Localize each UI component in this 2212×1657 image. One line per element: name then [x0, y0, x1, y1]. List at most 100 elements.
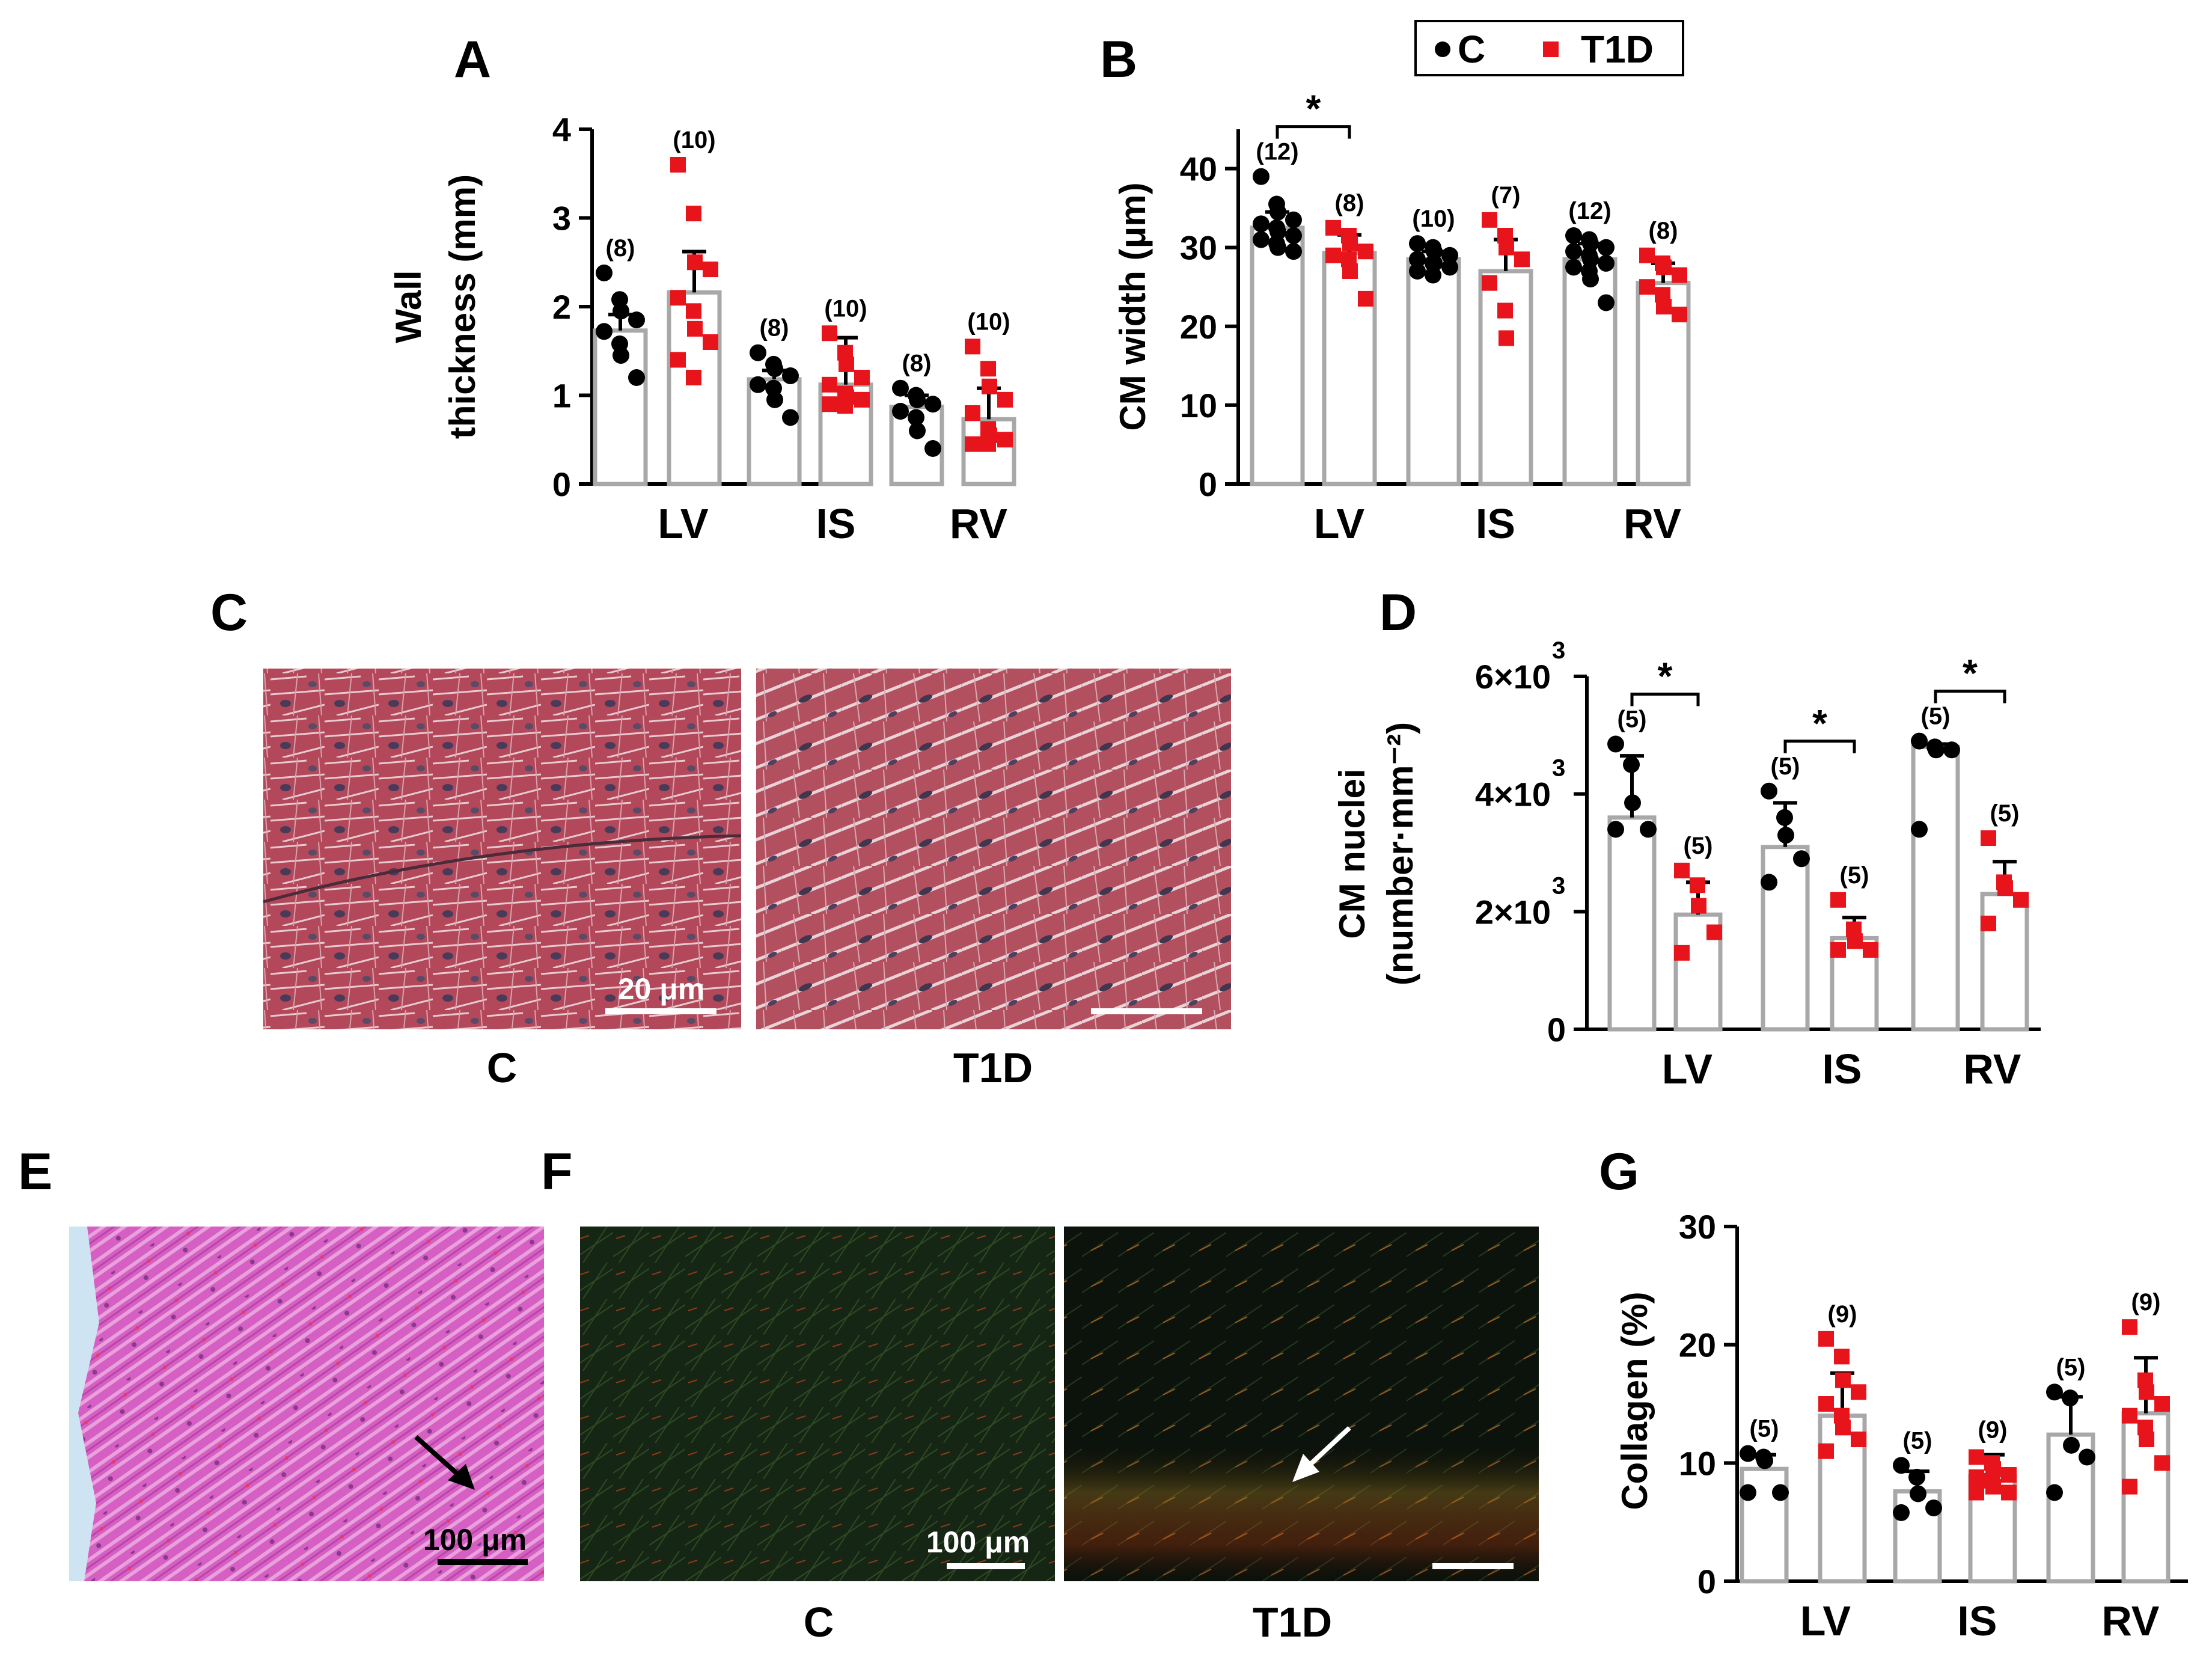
a-point-t1d: [839, 356, 854, 372]
g-point-t1d: [1835, 1372, 1851, 1388]
b-bar: [1406, 257, 1461, 486]
panel-letter-d: D: [1379, 584, 1417, 642]
g-point-c: [2063, 1436, 2080, 1454]
d-bar: [1980, 892, 2029, 1032]
g-point-t1d: [1851, 1384, 1866, 1400]
b-point-c: [1409, 251, 1426, 268]
d-point-c: [1943, 741, 1960, 759]
a-point-c: [628, 311, 645, 329]
d-category-label: RV: [1963, 1046, 2021, 1092]
g-point-c: [1756, 1452, 1773, 1469]
panel-letter-e: E: [18, 1143, 52, 1201]
a-point-t1d: [980, 436, 996, 452]
d-point-t1d: [1830, 942, 1846, 958]
g-point-c: [1925, 1499, 1942, 1517]
d-n-label: (5): [1840, 862, 1869, 889]
g-y-tick-label: 30: [1679, 1208, 1716, 1246]
panel-letter-b: B: [1100, 31, 1137, 88]
d-point-c: [1928, 741, 1945, 759]
g-point-c: [1908, 1468, 1925, 1486]
b-n-label: (12): [1568, 198, 1611, 224]
arrow-f-shaft: [1306, 1426, 1351, 1469]
micrograph-c-t1d: [756, 669, 1231, 1029]
b-point-c: [1269, 203, 1286, 221]
g-point-c: [1740, 1484, 1756, 1501]
d-significance-star: *: [1963, 652, 1978, 695]
b-n-label: (10): [1412, 206, 1455, 232]
a-point-t1d: [980, 361, 996, 377]
scale-bar-c-control: [605, 1008, 716, 1014]
a-n-label: (10): [967, 308, 1010, 335]
b-point-t1d: [1499, 239, 1514, 256]
micrograph-e: [69, 1227, 544, 1581]
a-point-c: [908, 409, 924, 426]
caption-c-t1d: T1D: [953, 1044, 1033, 1091]
g-n-label: (9): [1978, 1417, 2008, 1444]
d-significance-bracket: [1934, 690, 2006, 703]
a-point-c: [613, 347, 629, 364]
g-category-label: RV: [2101, 1597, 2159, 1644]
legend-label-c: C: [1458, 28, 1485, 71]
g-point-t1d: [1969, 1469, 1984, 1485]
d-y-axis-label: CM nuclei: [1332, 768, 1372, 939]
panel-letter-g: G: [1599, 1143, 1639, 1201]
b-point-t1d: [1656, 299, 1672, 314]
b-point-t1d: [1325, 247, 1341, 263]
a-point-t1d: [686, 206, 701, 222]
a-point-c: [596, 264, 613, 281]
b-category-label: RV: [1624, 500, 1681, 547]
g-point-t1d: [2154, 1396, 2170, 1412]
g-point-c: [1740, 1445, 1756, 1462]
d-point-t1d: [1981, 915, 1996, 931]
d-point-t1d: [1863, 942, 1878, 958]
g-point-c: [2062, 1389, 2079, 1407]
arrow-e-shaft: [414, 1435, 462, 1478]
d-n-label: (5): [1771, 753, 1800, 780]
a-point-c: [628, 369, 645, 386]
legend-marker-t1d: [1543, 41, 1559, 57]
b-point-c: [1285, 211, 1302, 228]
a-point-t1d: [965, 405, 980, 421]
g-n-label: (5): [2056, 1354, 2086, 1380]
caption-f-t1d: T1D: [1253, 1599, 1332, 1646]
legend-label-t1d: T1D: [1581, 28, 1654, 71]
a-y-axis-label: thickness (mm): [442, 174, 483, 439]
a-category-label: RV: [950, 500, 1007, 547]
b-significance-bracket: [1276, 125, 1351, 139]
b-y-tick-label: 0: [1199, 465, 1217, 503]
a-y-tick-label: 3: [552, 200, 571, 237]
b-point-c: [1441, 259, 1458, 276]
a-y-tick-label: 2: [552, 288, 571, 326]
a-point-c: [924, 440, 941, 457]
a-point-t1d: [837, 398, 853, 414]
g-n-label: (9): [1828, 1301, 1857, 1328]
a-point-c: [766, 391, 783, 408]
a-n-label: (8): [606, 235, 635, 262]
b-point-t1d: [1482, 275, 1497, 291]
b-point-t1d: [1358, 243, 1373, 260]
d-n-label: (5): [1618, 706, 1647, 733]
b-point-c: [1253, 168, 1269, 185]
a-n-label: (8): [902, 351, 932, 377]
micrograph-e-edge: [69, 1227, 99, 1581]
b-point-c: [1269, 239, 1286, 256]
a-point-c: [892, 403, 909, 420]
a-point-t1d: [997, 391, 1013, 408]
d-n-label: (5): [1990, 800, 2020, 827]
d-point-c: [1640, 821, 1657, 838]
b-point-c: [1253, 231, 1269, 248]
b-point-c: [1253, 215, 1269, 233]
d-category-label: LV: [1662, 1046, 1713, 1092]
b-point-c: [1409, 235, 1426, 253]
d-point-t1d: [1706, 924, 1722, 940]
a-point-c: [909, 391, 926, 408]
a-category-label: IS: [816, 500, 855, 547]
g-point-t1d: [1969, 1449, 1984, 1465]
b-bar: [1250, 225, 1305, 486]
g-point-c: [1910, 1485, 1926, 1502]
d-n-label: (5): [1684, 833, 1713, 859]
b-point-t1d: [1672, 267, 1687, 283]
a-y-tick-label: 1: [552, 377, 571, 415]
a-point-c: [596, 323, 613, 340]
a-point-t1d: [703, 334, 718, 350]
